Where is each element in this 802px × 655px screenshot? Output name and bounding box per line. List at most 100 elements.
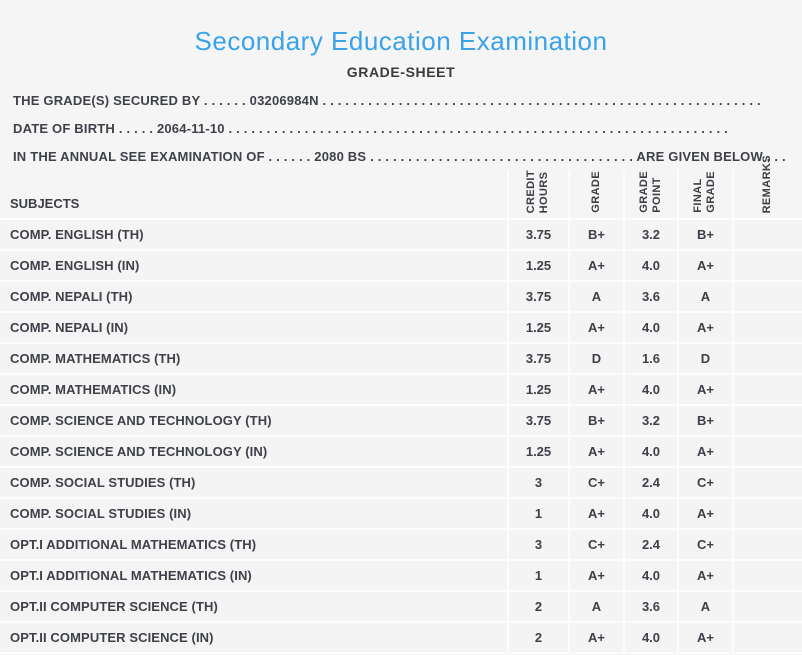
student-info: THE GRADE(S) SECURED BY . . . . . . 0320… — [0, 86, 802, 170]
grade-cell: C+ — [568, 468, 623, 497]
credit-hours-cell: 2 — [507, 592, 568, 621]
remarks-cell — [732, 313, 802, 342]
page-title: Secondary Education Examination — [194, 26, 608, 56]
grade-cell: A+ — [568, 313, 623, 342]
remarks-cell — [732, 530, 802, 559]
grade-cell: B+ — [568, 406, 623, 435]
subject-cell: COMP. SCIENCE AND TECHNOLOGY (TH) — [10, 413, 272, 428]
final-grade-cell: A+ — [677, 375, 732, 404]
subject-cell: OPT.I ADDITIONAL MATHEMATICS (IN) — [10, 568, 252, 583]
header-credit-hours: CREDIT HOURS — [507, 170, 568, 218]
header-credit-hours-label: CREDIT HOURS — [525, 169, 551, 213]
table-row: COMP. NEPALI (IN) 1.25 A+ 4.0 A+ — [0, 311, 802, 342]
grade-point-cell: 4.0 — [623, 313, 677, 342]
credit-hours-cell: 3.75 — [507, 282, 568, 311]
header-grade-point-label: GRADE POINT — [637, 171, 663, 213]
table-row: OPT.II COMPUTER SCIENCE (TH) 2 A 3.6 A — [0, 590, 802, 621]
remarks-cell — [732, 282, 802, 311]
grade-cell: B+ — [568, 220, 623, 249]
info-line-examination-year: IN THE ANNUAL SEE EXAMINATION OF . . . .… — [13, 148, 786, 164]
credit-hours-cell: 3.75 — [507, 406, 568, 435]
grade-cell: A+ — [568, 623, 623, 652]
remarks-cell — [732, 220, 802, 249]
table-row: COMP. SOCIAL STUDIES (IN) 1 A+ 4.0 A+ — [0, 497, 802, 528]
subject-cell: COMP. SOCIAL STUDIES (TH) — [10, 475, 196, 490]
subject-cell: COMP. MATHEMATICS (IN) — [10, 382, 177, 397]
subject-cell: OPT.II COMPUTER SCIENCE (TH) — [10, 599, 218, 614]
header-grade-label: GRADE — [589, 171, 602, 213]
grade-cell: C+ — [568, 530, 623, 559]
grade-cell: A+ — [568, 499, 623, 528]
grade-point-cell: 3.2 — [623, 220, 677, 249]
subject-cell: COMP. SOCIAL STUDIES (IN) — [10, 506, 192, 521]
credit-hours-cell: 3.75 — [507, 220, 568, 249]
remarks-cell — [732, 499, 802, 528]
remarks-cell — [732, 468, 802, 497]
final-grade-cell: A+ — [677, 437, 732, 466]
grade-cell: A — [568, 592, 623, 621]
grade-point-cell: 2.4 — [623, 468, 677, 497]
grade-point-cell: 4.0 — [623, 437, 677, 466]
table-header-row: SUBJECTS CREDIT HOURS GRADE GRADE POINT … — [0, 155, 802, 218]
grade-cell: A+ — [568, 375, 623, 404]
remarks-cell — [732, 375, 802, 404]
final-grade-cell: B+ — [677, 406, 732, 435]
credit-hours-cell: 1.25 — [507, 375, 568, 404]
header-remarks: REMARKS — [732, 155, 802, 218]
credit-hours-cell: 2 — [507, 623, 568, 652]
header-subjects: SUBJECTS — [10, 196, 80, 211]
remarks-cell — [732, 437, 802, 466]
grade-point-cell: 4.0 — [623, 499, 677, 528]
remarks-cell — [732, 251, 802, 280]
grade-point-cell: 4.0 — [623, 251, 677, 280]
header-remarks-label: REMARKS — [761, 154, 774, 213]
subject-cell: OPT.I ADDITIONAL MATHEMATICS (TH) — [10, 537, 257, 552]
grade-point-cell: 3.6 — [623, 592, 677, 621]
credit-hours-cell: 3 — [507, 468, 568, 497]
grade-point-cell: 3.6 — [623, 282, 677, 311]
subject-cell: COMP. ENGLISH (TH) — [10, 227, 144, 242]
final-grade-cell: A+ — [677, 499, 732, 528]
grade-point-cell: 2.4 — [623, 530, 677, 559]
info-line-date-of-birth: DATE OF BIRTH . . . . . 2064-11-10 . . .… — [13, 120, 728, 136]
final-grade-cell: B+ — [677, 220, 732, 249]
masthead: Secondary Education Examination GRADE-SH… — [0, 0, 802, 86]
table-row: OPT.II COMPUTER SCIENCE (IN) 2 A+ 4.0 A+ — [0, 621, 802, 652]
remarks-cell — [732, 344, 802, 373]
credit-hours-cell: 1.25 — [507, 251, 568, 280]
grade-cell: A — [568, 282, 623, 311]
credit-hours-cell: 3 — [507, 530, 568, 559]
grade-point-cell: 4.0 — [623, 375, 677, 404]
final-grade-cell: D — [677, 344, 732, 373]
credit-hours-cell: 1.25 — [507, 313, 568, 342]
grade-point-cell: 4.0 — [623, 623, 677, 652]
subject-cell: COMP. NEPALI (TH) — [10, 289, 133, 304]
credit-hours-cell: 3.75 — [507, 344, 568, 373]
grade-table: SUBJECTS CREDIT HOURS GRADE GRADE POINT … — [0, 155, 802, 654]
final-grade-cell: C+ — [677, 468, 732, 497]
final-grade-cell: A — [677, 592, 732, 621]
header-grade: GRADE — [568, 170, 623, 218]
header-final-grade: FINAL GRADE — [677, 170, 732, 218]
credit-hours-cell: 1.25 — [507, 437, 568, 466]
table-row: COMP. SCIENCE AND TECHNOLOGY (TH) 3.75 B… — [0, 404, 802, 435]
table-row: COMP. ENGLISH (TH) 3.75 B+ 3.2 B+ — [0, 218, 802, 249]
credit-hours-cell: 1 — [507, 561, 568, 590]
grade-cell: D — [568, 344, 623, 373]
table-row: COMP. NEPALI (TH) 3.75 A 3.6 A — [0, 280, 802, 311]
subject-cell: COMP. MATHEMATICS (TH) — [10, 351, 181, 366]
final-grade-cell: A+ — [677, 251, 732, 280]
grade-point-cell: 3.2 — [623, 406, 677, 435]
final-grade-cell: A — [677, 282, 732, 311]
grade-point-cell: 1.6 — [623, 344, 677, 373]
final-grade-cell: A+ — [677, 561, 732, 590]
credit-hours-cell: 1 — [507, 499, 568, 528]
subject-cell: COMP. NEPALI (IN) — [10, 320, 129, 335]
final-grade-cell: A+ — [677, 313, 732, 342]
table-row: COMP. ENGLISH (IN) 1.25 A+ 4.0 A+ — [0, 249, 802, 280]
subject-cell: COMP. ENGLISH (IN) — [10, 258, 140, 273]
remarks-cell — [732, 623, 802, 652]
remarks-cell — [732, 561, 802, 590]
table-row: COMP. SOCIAL STUDIES (TH) 3 C+ 2.4 C+ — [0, 466, 802, 497]
grade-point-cell: 4.0 — [623, 561, 677, 590]
